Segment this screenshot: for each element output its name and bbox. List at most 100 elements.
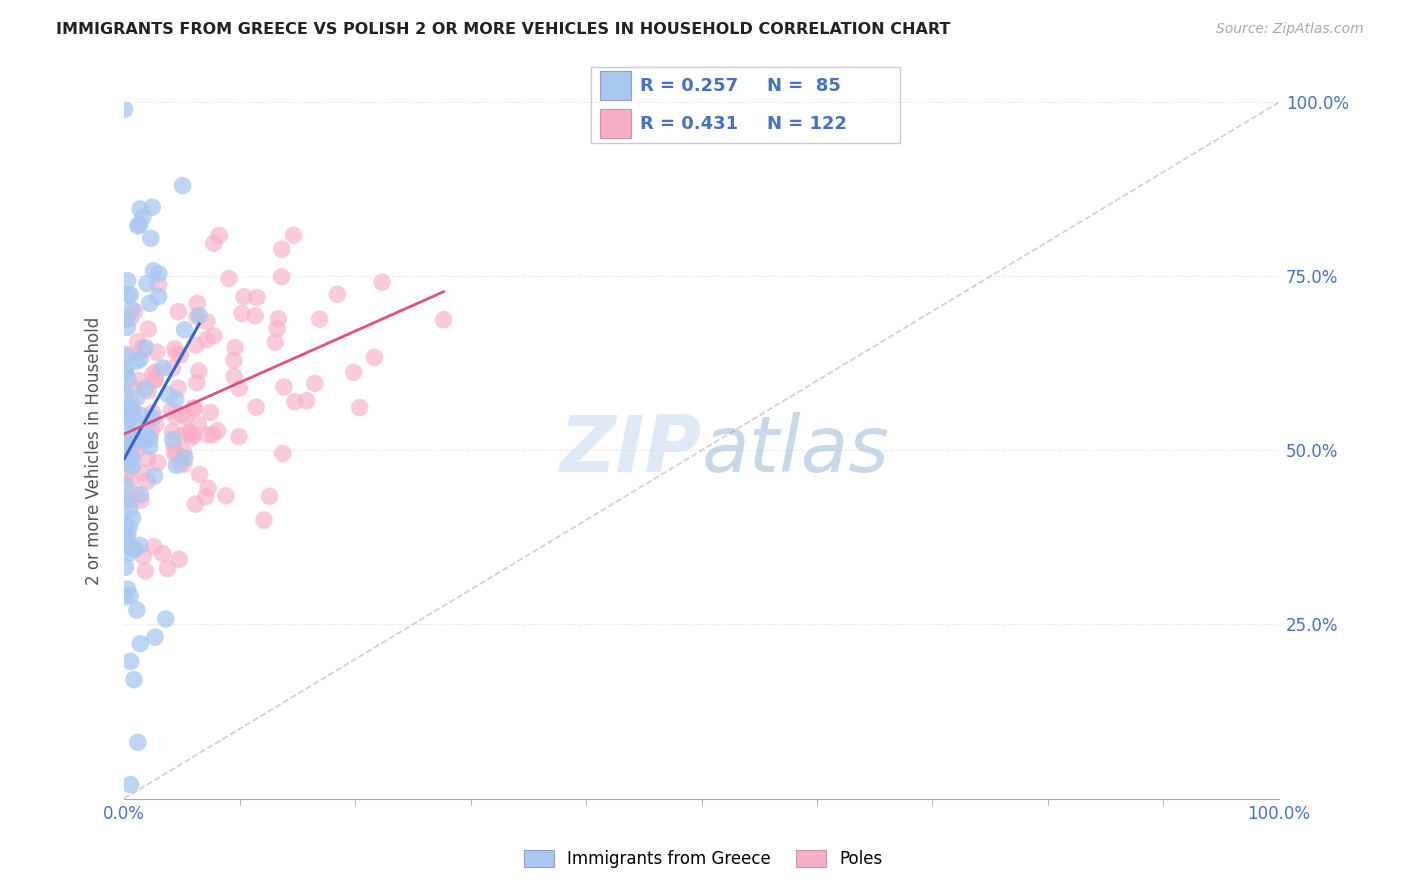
Point — [134, 564, 156, 578]
Point — [208, 228, 231, 243]
Point — [118, 546, 141, 560]
Point — [271, 446, 294, 460]
Point — [167, 381, 190, 395]
Point — [120, 493, 142, 508]
Point — [114, 102, 136, 116]
Point — [146, 456, 169, 470]
Point — [142, 540, 165, 554]
Point — [167, 304, 190, 318]
Point — [228, 382, 250, 396]
Point — [165, 458, 187, 473]
Point — [156, 562, 179, 576]
Point — [202, 236, 225, 251]
Point — [143, 373, 166, 387]
Point — [283, 228, 305, 243]
Point — [143, 469, 166, 483]
Point — [125, 603, 148, 617]
Point — [128, 374, 150, 388]
Point — [114, 404, 136, 418]
Point — [120, 401, 142, 416]
Point — [122, 673, 145, 687]
Point — [259, 489, 281, 503]
Point — [120, 380, 142, 394]
Point — [115, 438, 138, 452]
Point — [224, 369, 246, 384]
Point — [139, 440, 162, 454]
Point — [115, 347, 138, 361]
Point — [173, 450, 195, 465]
Point — [215, 489, 238, 503]
Point — [114, 439, 136, 453]
Point — [117, 436, 139, 450]
Point — [141, 425, 163, 439]
Point — [228, 430, 250, 444]
Point — [165, 446, 187, 460]
Point — [162, 433, 184, 447]
Point — [121, 459, 143, 474]
Point — [120, 311, 142, 326]
Point — [117, 457, 139, 471]
Point — [186, 310, 208, 324]
Point — [115, 349, 138, 363]
Point — [136, 475, 159, 489]
Point — [157, 388, 180, 402]
Point — [139, 231, 162, 245]
Point — [114, 590, 136, 604]
Point — [125, 391, 148, 405]
Point — [188, 467, 211, 482]
Point — [169, 457, 191, 471]
Point — [142, 406, 165, 420]
Point — [172, 178, 194, 193]
Point — [143, 373, 166, 387]
Point — [184, 497, 207, 511]
Point — [131, 342, 153, 356]
Point — [125, 354, 148, 368]
Point — [222, 353, 245, 368]
Point — [114, 533, 136, 548]
Point — [112, 403, 135, 417]
Point — [121, 511, 143, 525]
Point — [117, 411, 139, 425]
Point — [114, 478, 136, 492]
Point — [139, 410, 162, 425]
Point — [304, 376, 326, 391]
Point — [129, 637, 152, 651]
Point — [121, 452, 143, 467]
Point — [120, 473, 142, 487]
Point — [148, 289, 170, 303]
Point — [121, 302, 143, 317]
Point — [114, 560, 136, 574]
Point — [121, 441, 143, 455]
Y-axis label: 2 or more Vehicles in Household: 2 or more Vehicles in Household — [86, 317, 103, 584]
Point — [165, 409, 187, 424]
Point — [117, 529, 139, 543]
Point — [145, 365, 167, 379]
Point — [180, 431, 202, 445]
Text: Source: ZipAtlas.com: Source: ZipAtlas.com — [1216, 22, 1364, 37]
Point — [179, 426, 201, 441]
Point — [136, 384, 159, 398]
Point — [120, 589, 142, 603]
Point — [135, 427, 157, 442]
Point — [132, 343, 155, 358]
Point — [163, 446, 186, 460]
Point — [246, 290, 269, 304]
Point — [114, 518, 136, 533]
Point — [145, 345, 167, 359]
Point — [201, 427, 224, 442]
Point — [187, 417, 209, 432]
Point — [187, 364, 209, 378]
Point — [186, 296, 208, 310]
Point — [125, 488, 148, 502]
Point — [266, 321, 288, 335]
Point — [134, 382, 156, 396]
Point — [165, 392, 187, 407]
Point — [218, 271, 240, 285]
Point — [120, 394, 142, 409]
Bar — [600, 71, 631, 100]
Text: N = 122: N = 122 — [766, 115, 846, 133]
Text: R = 0.431: R = 0.431 — [640, 115, 738, 133]
Point — [169, 348, 191, 362]
Point — [132, 549, 155, 564]
Point — [118, 502, 141, 516]
